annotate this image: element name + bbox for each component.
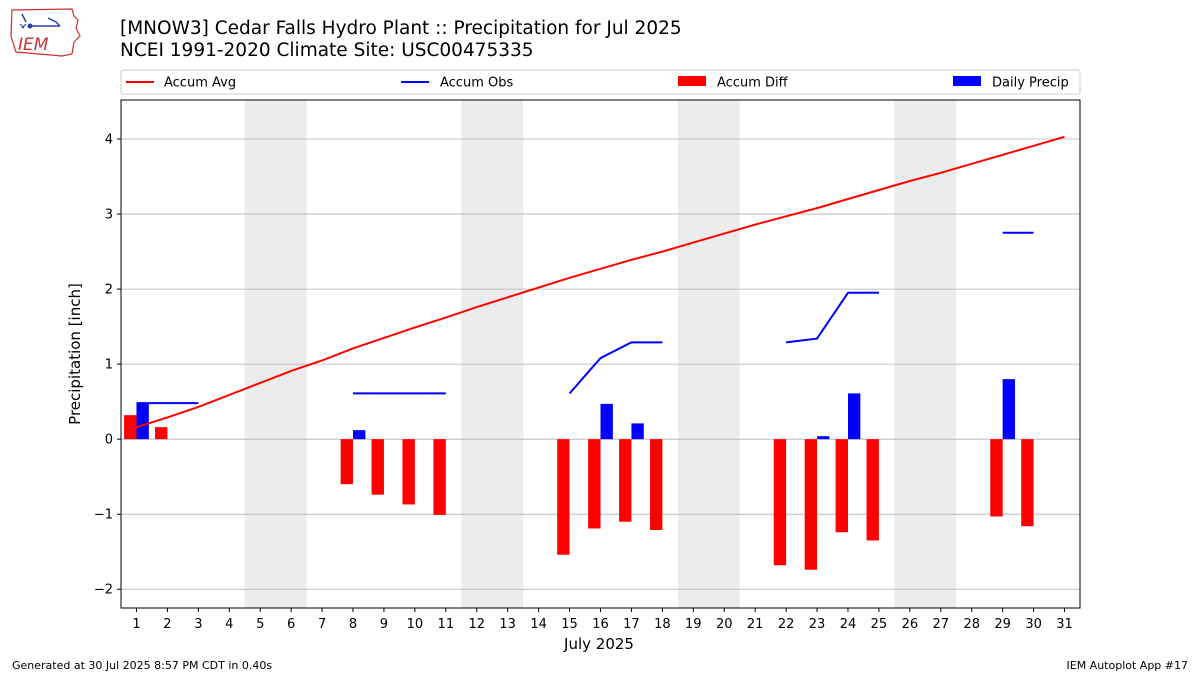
accum-avg-line <box>136 135 1065 429</box>
x-tick-label: 21 <box>747 617 764 632</box>
accum-obs-line <box>785 291 879 344</box>
legend-item-daily-precip: Daily Precip <box>953 76 1069 91</box>
accum-diff-bar <box>371 439 384 495</box>
x-tick-label: 18 <box>654 617 671 632</box>
app-id: IEM Autoplot App #17 <box>1066 659 1189 672</box>
accum-diff-bar <box>866 439 879 541</box>
y-tick-label: −1 <box>94 508 113 523</box>
x-tick-label: 29 <box>994 617 1011 632</box>
accum-diff-bar <box>155 427 168 440</box>
x-tick-label: 27 <box>933 617 950 632</box>
accum-diff-bar <box>773 439 787 566</box>
accum-diff-bar <box>835 439 848 533</box>
x-tick-label: 11 <box>438 617 455 632</box>
legend-item-accum-avg: Accum Avg <box>126 76 236 91</box>
svg-text:IEM: IEM <box>18 35 49 55</box>
accum-diff-bar <box>990 439 1003 517</box>
x-tick-label: 13 <box>499 617 516 632</box>
accum-diff-bar <box>588 439 601 529</box>
accum-diff-bar <box>124 415 137 440</box>
daily-precip-bar <box>136 403 149 440</box>
x-tick-label: 25 <box>871 617 888 632</box>
legend-label: Accum Obs <box>440 76 513 91</box>
chart-title: [MNOW3] Cedar Falls Hydro Plant :: Preci… <box>120 18 682 39</box>
accum-diff-bar <box>402 439 415 505</box>
chart-title-block: [MNOW3] Cedar Falls Hydro Plant :: Preci… <box>120 18 682 62</box>
x-tick-label: 31 <box>1056 617 1073 632</box>
x-tick-label: 17 <box>623 617 640 632</box>
x-tick-label: 16 <box>592 617 609 632</box>
legend: Accum Avg Accum Obs Accum Diff Daily Pre… <box>120 69 1081 95</box>
y-tick-label: 0 <box>105 433 113 448</box>
x-tick-label: 10 <box>407 617 424 632</box>
x-tick-label: 14 <box>530 617 547 632</box>
y-tick-label: 3 <box>105 208 113 223</box>
x-tick-label: 23 <box>809 617 826 632</box>
daily-precip-bar <box>353 430 366 440</box>
accum-obs-line <box>568 341 663 395</box>
accum-diff-bar <box>649 439 663 530</box>
x-axis-label: July 2025 <box>563 635 634 653</box>
x-tick-label: 12 <box>468 617 485 632</box>
x-tick-label: 15 <box>561 617 578 632</box>
daily-precip-bar <box>631 423 644 440</box>
weekend-shade <box>894 100 957 608</box>
y-axis-label: Precipitation [inch] <box>66 283 84 425</box>
daily-precip-bar <box>600 403 613 440</box>
x-tick-label: 24 <box>840 617 857 632</box>
legend-label: Accum Diff <box>717 76 789 91</box>
x-tick-label: 30 <box>1025 617 1042 632</box>
y-tick-label: 2 <box>105 283 113 298</box>
weekend-shade <box>461 100 524 608</box>
x-tick-label: 9 <box>380 617 388 632</box>
accum-diff-bar <box>1021 439 1034 527</box>
generated-timestamp: Generated at 30 Jul 2025 8:57 PM CDT in … <box>12 659 273 672</box>
y-tick-label: −2 <box>94 583 113 598</box>
x-tick-label: 28 <box>963 617 980 632</box>
x-tick-label: 2 <box>163 617 171 632</box>
y-tick-label: 4 <box>105 133 113 148</box>
daily-precip-bar <box>817 436 830 440</box>
x-tick-label: 6 <box>287 617 295 632</box>
accum-diff-bar <box>619 439 632 522</box>
weekend-shade <box>677 100 740 608</box>
legend-label: Daily Precip <box>992 76 1069 91</box>
accum-diff-bar <box>804 439 818 570</box>
legend-item-accum-diff: Accum Diff <box>678 76 789 91</box>
accum-diff-bar <box>340 439 354 485</box>
chart-subtitle: NCEI 1991-2020 Climate Site: USC00475335 <box>120 40 534 61</box>
x-tick-label: 8 <box>349 617 357 632</box>
accum-diff-bar <box>433 439 446 515</box>
weekend-shade <box>244 100 307 608</box>
accum-diff-bar <box>557 439 570 555</box>
x-tick-label: 22 <box>778 617 795 632</box>
legend-label: Accum Avg <box>164 76 236 91</box>
x-tick-label: 20 <box>716 617 733 632</box>
daily-precip-bar <box>847 393 861 440</box>
legend-item-accum-obs: Accum Obs <box>401 76 513 91</box>
x-tick-label: 3 <box>194 617 202 632</box>
x-tick-label: 1 <box>132 617 140 632</box>
y-tick-label: 1 <box>105 358 113 373</box>
x-tick-label: 5 <box>256 617 264 632</box>
x-tick-label: 26 <box>902 617 919 632</box>
daily-precip-bar <box>1002 379 1016 440</box>
x-tick-label: 7 <box>318 617 326 632</box>
x-tick-label: 19 <box>685 617 702 632</box>
iem-logo: IEM <box>8 6 82 60</box>
x-tick-label: 4 <box>225 617 233 632</box>
